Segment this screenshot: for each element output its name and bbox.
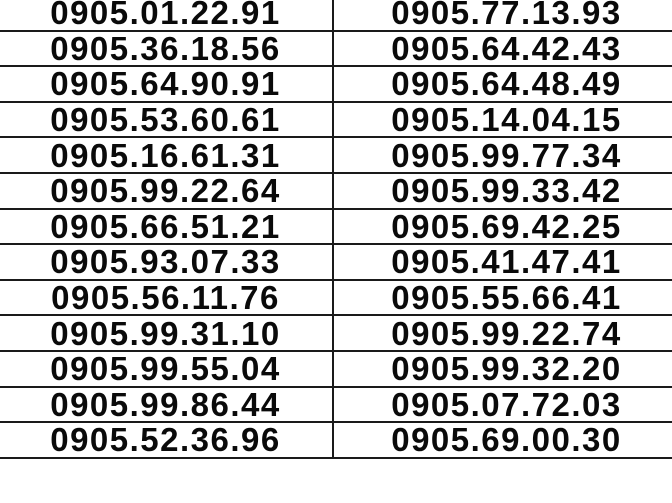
table-row: 0905.99.55.04 0905.99.32.20 — [0, 349, 672, 388]
phone-number-cell: 0905.64.48.49 — [332, 65, 672, 103]
phone-number-cell: 0905.99.33.42 — [332, 171, 672, 210]
phone-number-cell: 0905.69.42.25 — [332, 207, 672, 246]
phone-number-cell: 0905.99.32.20 — [332, 349, 672, 388]
phone-number-cell: 0905.99.86.44 — [0, 385, 334, 424]
phone-number-cell: 0905.64.90.91 — [0, 65, 334, 103]
table-body: 0905.01.22.91 0905.77.13.93 0905.36.18.5… — [0, 0, 672, 459]
table-row: 0905.36.18.56 0905.64.42.43 — [0, 29, 672, 68]
phone-number-cell: 0905.16.61.31 — [0, 136, 334, 174]
phone-number-cell: 0905.14.04.15 — [332, 100, 672, 139]
phone-number-cell: 0905.69.00.30 — [332, 421, 672, 459]
phone-number-cell: 0905.52.36.96 — [0, 421, 334, 459]
table-row: 0905.56.11.76 0905.55.66.41 — [0, 278, 672, 317]
table-row: 0905.99.86.44 0905.07.72.03 — [0, 385, 672, 424]
table-row: 0905.01.22.91 0905.77.13.93 — [0, 0, 672, 32]
phone-number-cell: 0905.01.22.91 — [0, 0, 334, 32]
table-row: 0905.66.51.21 0905.69.42.25 — [0, 207, 672, 246]
table-row: 0905.52.36.96 0905.69.00.30 — [0, 421, 672, 459]
phone-number-cell: 0905.53.60.61 — [0, 100, 334, 139]
table-row: 0905.99.31.10 0905.99.22.74 — [0, 314, 672, 352]
table-row: 0905.99.22.64 0905.99.33.42 — [0, 171, 672, 210]
phone-number-cell: 0905.07.72.03 — [332, 385, 672, 424]
phone-number-cell: 0905.41.47.41 — [332, 243, 672, 281]
phone-number-cell: 0905.99.31.10 — [0, 314, 334, 352]
phone-number-cell: 0905.99.77.34 — [332, 136, 672, 174]
phone-number-cell: 0905.66.51.21 — [0, 207, 334, 246]
table-row: 0905.16.61.31 0905.99.77.34 — [0, 136, 672, 174]
phone-number-table: 0905.01.22.91 0905.77.13.93 0905.36.18.5… — [0, 0, 672, 459]
phone-number-cell: 0905.56.11.76 — [0, 278, 334, 317]
phone-number-cell: 0905.64.42.43 — [332, 29, 672, 68]
table-row: 0905.64.90.91 0905.64.48.49 — [0, 65, 672, 103]
phone-number-cell: 0905.99.22.64 — [0, 171, 334, 210]
phone-number-cell: 0905.36.18.56 — [0, 29, 334, 68]
phone-number-cell: 0905.77.13.93 — [332, 0, 672, 32]
table-row: 0905.93.07.33 0905.41.47.41 — [0, 243, 672, 281]
phone-number-cell: 0905.99.22.74 — [332, 314, 672, 352]
table-row: 0905.53.60.61 0905.14.04.15 — [0, 100, 672, 139]
phone-number-cell: 0905.99.55.04 — [0, 349, 334, 388]
phone-number-cell: 0905.55.66.41 — [332, 278, 672, 317]
phone-number-cell: 0905.93.07.33 — [0, 243, 334, 281]
